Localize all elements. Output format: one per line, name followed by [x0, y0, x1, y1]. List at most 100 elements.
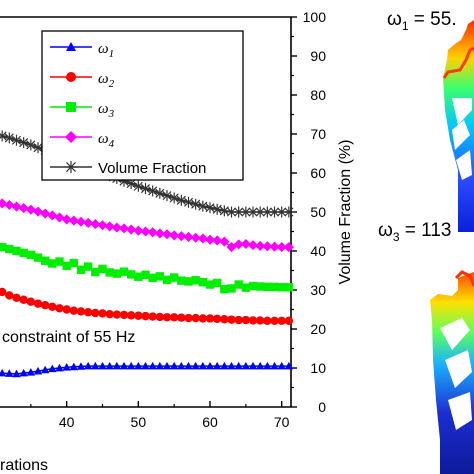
x-tick-label: 40	[59, 414, 75, 430]
legend-marker	[64, 160, 78, 174]
data-point	[134, 272, 143, 281]
legend-label: ω1	[98, 41, 114, 60]
data-point	[11, 201, 22, 212]
data-point	[26, 250, 36, 260]
data-point	[162, 313, 172, 322]
data-point	[18, 203, 29, 214]
series-3	[0, 242, 294, 294]
data-point	[10, 134, 22, 146]
data-point	[184, 361, 193, 370]
data-point	[154, 228, 165, 239]
data-point	[40, 208, 51, 219]
mode-label-top: ω1 = 55.	[387, 9, 457, 33]
data-point	[19, 368, 28, 377]
data-point	[241, 315, 251, 325]
data-point	[97, 220, 108, 231]
data-point	[126, 361, 136, 370]
data-point	[26, 297, 36, 306]
series-1	[0, 361, 294, 378]
data-point	[140, 226, 151, 237]
data-point	[119, 361, 129, 370]
data-point	[220, 361, 229, 370]
data-point	[197, 233, 208, 244]
data-point	[148, 361, 157, 370]
legend-marker	[66, 72, 76, 82]
data-point	[61, 214, 72, 225]
data-point	[0, 242, 7, 252]
data-point	[62, 261, 71, 271]
data-point	[220, 315, 229, 324]
data-point	[54, 212, 65, 223]
data-point	[219, 236, 230, 247]
data-point	[3, 132, 15, 144]
series-2	[0, 287, 294, 326]
y2-tick-label: 90	[310, 48, 326, 64]
legend-item: ω1	[50, 41, 114, 60]
data-point	[26, 368, 36, 376]
data-point	[277, 283, 286, 292]
data-point	[62, 305, 71, 314]
data-point	[198, 361, 208, 370]
data-point	[75, 216, 87, 227]
data-point	[112, 269, 122, 278]
data-point	[270, 282, 279, 292]
y2-tick-label: 80	[310, 87, 326, 103]
data-point	[255, 361, 265, 370]
legend-label: ω4	[98, 131, 115, 150]
data-point	[198, 314, 208, 323]
legend-label: Volume Fraction	[98, 160, 206, 177]
data-point	[284, 283, 294, 292]
data-point	[40, 301, 50, 310]
data-point	[220, 285, 229, 294]
data-point	[98, 309, 107, 318]
data-point	[169, 313, 179, 322]
data-point	[104, 221, 115, 232]
y2-tick-label: 100	[303, 9, 327, 25]
data-point	[48, 364, 57, 373]
data-point	[175, 194, 187, 206]
data-point	[177, 276, 186, 285]
data-point	[141, 270, 150, 279]
data-point	[5, 291, 14, 300]
data-point	[148, 312, 157, 321]
data-point	[233, 239, 244, 250]
data-point	[255, 240, 266, 251]
data-point	[205, 280, 215, 289]
x-tick-label: 50	[131, 414, 147, 430]
data-point	[269, 241, 280, 252]
data-point	[155, 272, 165, 281]
y2-tick-label: 10	[310, 360, 326, 376]
data-point	[0, 198, 8, 209]
data-point	[40, 365, 50, 374]
data-point	[76, 362, 86, 370]
y2-tick-label: 60	[310, 165, 326, 181]
data-point	[204, 202, 216, 214]
mode-shape-bottom	[430, 270, 474, 474]
data-point	[112, 310, 122, 319]
data-point	[234, 361, 243, 370]
data-point	[262, 241, 273, 252]
legend-marker	[66, 102, 76, 112]
data-point	[98, 361, 107, 370]
data-point	[47, 210, 58, 221]
data-point	[76, 307, 86, 316]
data-point	[169, 273, 179, 282]
data-point	[33, 253, 43, 262]
data-point	[155, 361, 165, 370]
y2-tick-label: 70	[310, 126, 326, 142]
data-point	[227, 284, 236, 293]
mode-shape-top	[442, 20, 474, 232]
data-point	[190, 198, 202, 210]
data-point	[198, 278, 208, 287]
series-line	[2, 246, 289, 290]
data-point	[248, 281, 258, 291]
data-point	[147, 185, 159, 197]
data-point	[69, 362, 79, 371]
data-point	[0, 130, 8, 142]
data-point	[270, 316, 279, 326]
data-point	[68, 215, 79, 226]
data-point	[18, 137, 30, 149]
data-point	[248, 361, 258, 370]
data-point	[91, 361, 100, 370]
data-point	[183, 231, 194, 242]
